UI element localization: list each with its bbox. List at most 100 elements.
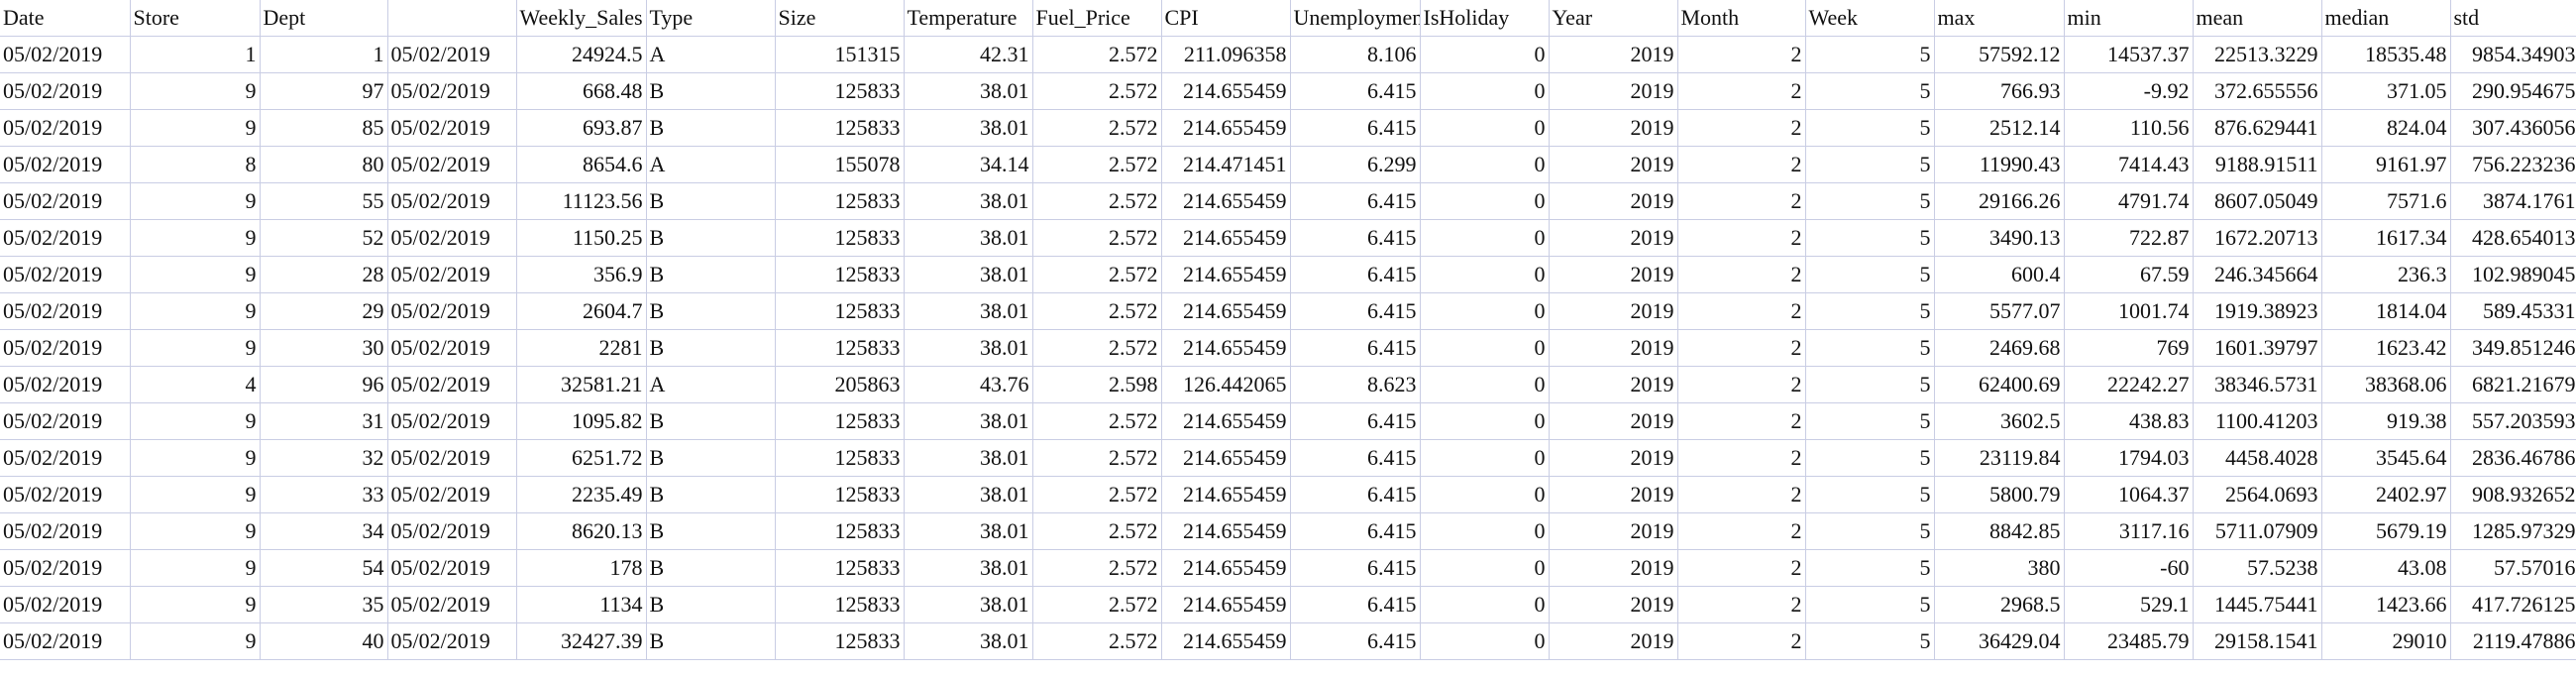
table-cell[interactable]: 125833 xyxy=(775,109,905,148)
table-cell[interactable]: 5 xyxy=(1805,292,1935,331)
table-cell[interactable]: 8.106 xyxy=(1290,36,1421,74)
table-cell[interactable]: 2.572 xyxy=(1032,292,1162,331)
column-header-cell[interactable]: min xyxy=(2064,0,2194,38)
table-cell[interactable]: 32581.21 xyxy=(516,366,647,404)
table-cell[interactable]: 6.415 xyxy=(1290,586,1421,624)
table-cell[interactable]: 5 xyxy=(1805,219,1935,258)
table-cell[interactable]: 05/02/2019 xyxy=(387,439,517,478)
column-header-cell[interactable]: Fuel_Price xyxy=(1032,0,1162,38)
table-cell[interactable]: 0 xyxy=(1420,402,1550,441)
table-cell[interactable]: 2 xyxy=(1677,549,1806,588)
table-cell[interactable]: 2.572 xyxy=(1032,329,1162,368)
table-cell[interactable]: 2019 xyxy=(1549,256,1678,294)
table-cell[interactable]: 24924.5 xyxy=(516,36,647,74)
table-cell[interactable]: 211.096358 xyxy=(1161,36,1291,74)
table-cell[interactable]: 0 xyxy=(1420,219,1550,258)
table-cell[interactable]: 6.415 xyxy=(1290,622,1421,661)
table-cell[interactable]: 2019 xyxy=(1549,622,1678,661)
table-cell[interactable]: 9 xyxy=(130,72,261,111)
column-header-cell[interactable]: Year xyxy=(1549,0,1678,38)
table-cell[interactable]: 05/02/2019 xyxy=(0,512,131,551)
table-cell[interactable]: 38.01 xyxy=(904,549,1033,588)
table-cell[interactable]: 5679.19 xyxy=(2321,512,2451,551)
table-cell[interactable]: 2019 xyxy=(1549,512,1678,551)
table-cell[interactable]: 18535.48 xyxy=(2321,36,2451,74)
table-cell[interactable]: 6.415 xyxy=(1290,476,1421,514)
table-cell[interactable]: 349.851246 xyxy=(2450,329,2576,368)
table-cell[interactable]: 1 xyxy=(130,36,261,74)
table-cell[interactable]: 2.572 xyxy=(1032,182,1162,221)
table-cell[interactable]: 40 xyxy=(260,622,388,661)
table-cell[interactable]: 2 xyxy=(1677,109,1806,148)
table-cell[interactable]: 0 xyxy=(1420,109,1550,148)
table-cell[interactable]: 214.655459 xyxy=(1161,109,1291,148)
table-cell[interactable]: 1095.82 xyxy=(516,402,647,441)
table-cell[interactable]: 9 xyxy=(130,256,261,294)
table-cell[interactable]: 23485.79 xyxy=(2064,622,2194,661)
table-cell[interactable]: 1100.41203 xyxy=(2193,402,2322,441)
table-cell[interactable]: 125833 xyxy=(775,219,905,258)
table-cell[interactable]: 9 xyxy=(130,402,261,441)
table-cell[interactable]: 2604.7 xyxy=(516,292,647,331)
table-cell[interactable]: 5 xyxy=(1805,109,1935,148)
table-cell[interactable]: 769 xyxy=(2064,329,2194,368)
table-cell[interactable]: 9 xyxy=(130,439,261,478)
table-cell[interactable]: 05/02/2019 xyxy=(387,292,517,331)
table-cell[interactable]: 214.655459 xyxy=(1161,476,1291,514)
table-cell[interactable]: 125833 xyxy=(775,586,905,624)
table-cell[interactable]: B xyxy=(646,512,776,551)
table-cell[interactable]: 529.1 xyxy=(2064,586,2194,624)
table-cell[interactable]: 8842.85 xyxy=(1934,512,2065,551)
table-cell[interactable]: B xyxy=(646,182,776,221)
table-cell[interactable]: 6.415 xyxy=(1290,292,1421,331)
table-cell[interactable]: 38.01 xyxy=(904,512,1033,551)
table-cell[interactable]: 97 xyxy=(260,72,388,111)
column-header-cell[interactable]: mean xyxy=(2193,0,2322,38)
table-cell[interactable]: 693.87 xyxy=(516,109,647,148)
table-cell[interactable]: 0 xyxy=(1420,439,1550,478)
table-cell[interactable]: 1 xyxy=(260,36,388,74)
table-cell[interactable]: 2968.5 xyxy=(1934,586,2065,624)
table-cell[interactable]: 05/02/2019 xyxy=(387,402,517,441)
table-cell[interactable]: 8.623 xyxy=(1290,366,1421,404)
table-cell[interactable]: 05/02/2019 xyxy=(0,182,131,221)
table-cell[interactable]: 125833 xyxy=(775,329,905,368)
table-cell[interactable]: 380 xyxy=(1934,549,2065,588)
table-cell[interactable]: 05/02/2019 xyxy=(387,219,517,258)
table-cell[interactable]: 0 xyxy=(1420,292,1550,331)
table-cell[interactable]: 214.655459 xyxy=(1161,72,1291,111)
table-cell[interactable]: B xyxy=(646,109,776,148)
column-header-cell[interactable]: Temperature xyxy=(904,0,1033,38)
table-cell[interactable]: 6.415 xyxy=(1290,402,1421,441)
table-cell[interactable]: 919.38 xyxy=(2321,402,2451,441)
table-cell[interactable]: 05/02/2019 xyxy=(0,219,131,258)
table-cell[interactable]: 05/02/2019 xyxy=(387,256,517,294)
table-cell[interactable]: 2 xyxy=(1677,256,1806,294)
table-cell[interactable]: 876.629441 xyxy=(2193,109,2322,148)
table-cell[interactable]: 6.415 xyxy=(1290,182,1421,221)
table-cell[interactable]: 8620.13 xyxy=(516,512,647,551)
table-cell[interactable]: 2019 xyxy=(1549,366,1678,404)
table-cell[interactable]: 3117.16 xyxy=(2064,512,2194,551)
table-cell[interactable]: 246.345664 xyxy=(2193,256,2322,294)
table-cell[interactable]: A xyxy=(646,36,776,74)
table-cell[interactable]: 2019 xyxy=(1549,476,1678,514)
table-cell[interactable]: 2019 xyxy=(1549,329,1678,368)
table-cell[interactable]: 0 xyxy=(1420,329,1550,368)
table-cell[interactable]: 6.415 xyxy=(1290,219,1421,258)
table-cell[interactable]: 05/02/2019 xyxy=(387,109,517,148)
table-cell[interactable]: 307.436056 xyxy=(2450,109,2576,148)
table-cell[interactable]: 125833 xyxy=(775,512,905,551)
table-cell[interactable]: 9 xyxy=(130,512,261,551)
table-cell[interactable]: 42.31 xyxy=(904,36,1033,74)
table-cell[interactable]: 7571.6 xyxy=(2321,182,2451,221)
column-header-cell[interactable]: Unemployment xyxy=(1290,0,1421,38)
table-cell[interactable]: 4 xyxy=(130,366,261,404)
table-cell[interactable]: B xyxy=(646,622,776,661)
table-cell[interactable]: 2.598 xyxy=(1032,366,1162,404)
table-cell[interactable]: 9 xyxy=(130,109,261,148)
table-cell[interactable]: 32 xyxy=(260,439,388,478)
table-cell[interactable]: A xyxy=(646,366,776,404)
table-cell[interactable]: 38.01 xyxy=(904,292,1033,331)
